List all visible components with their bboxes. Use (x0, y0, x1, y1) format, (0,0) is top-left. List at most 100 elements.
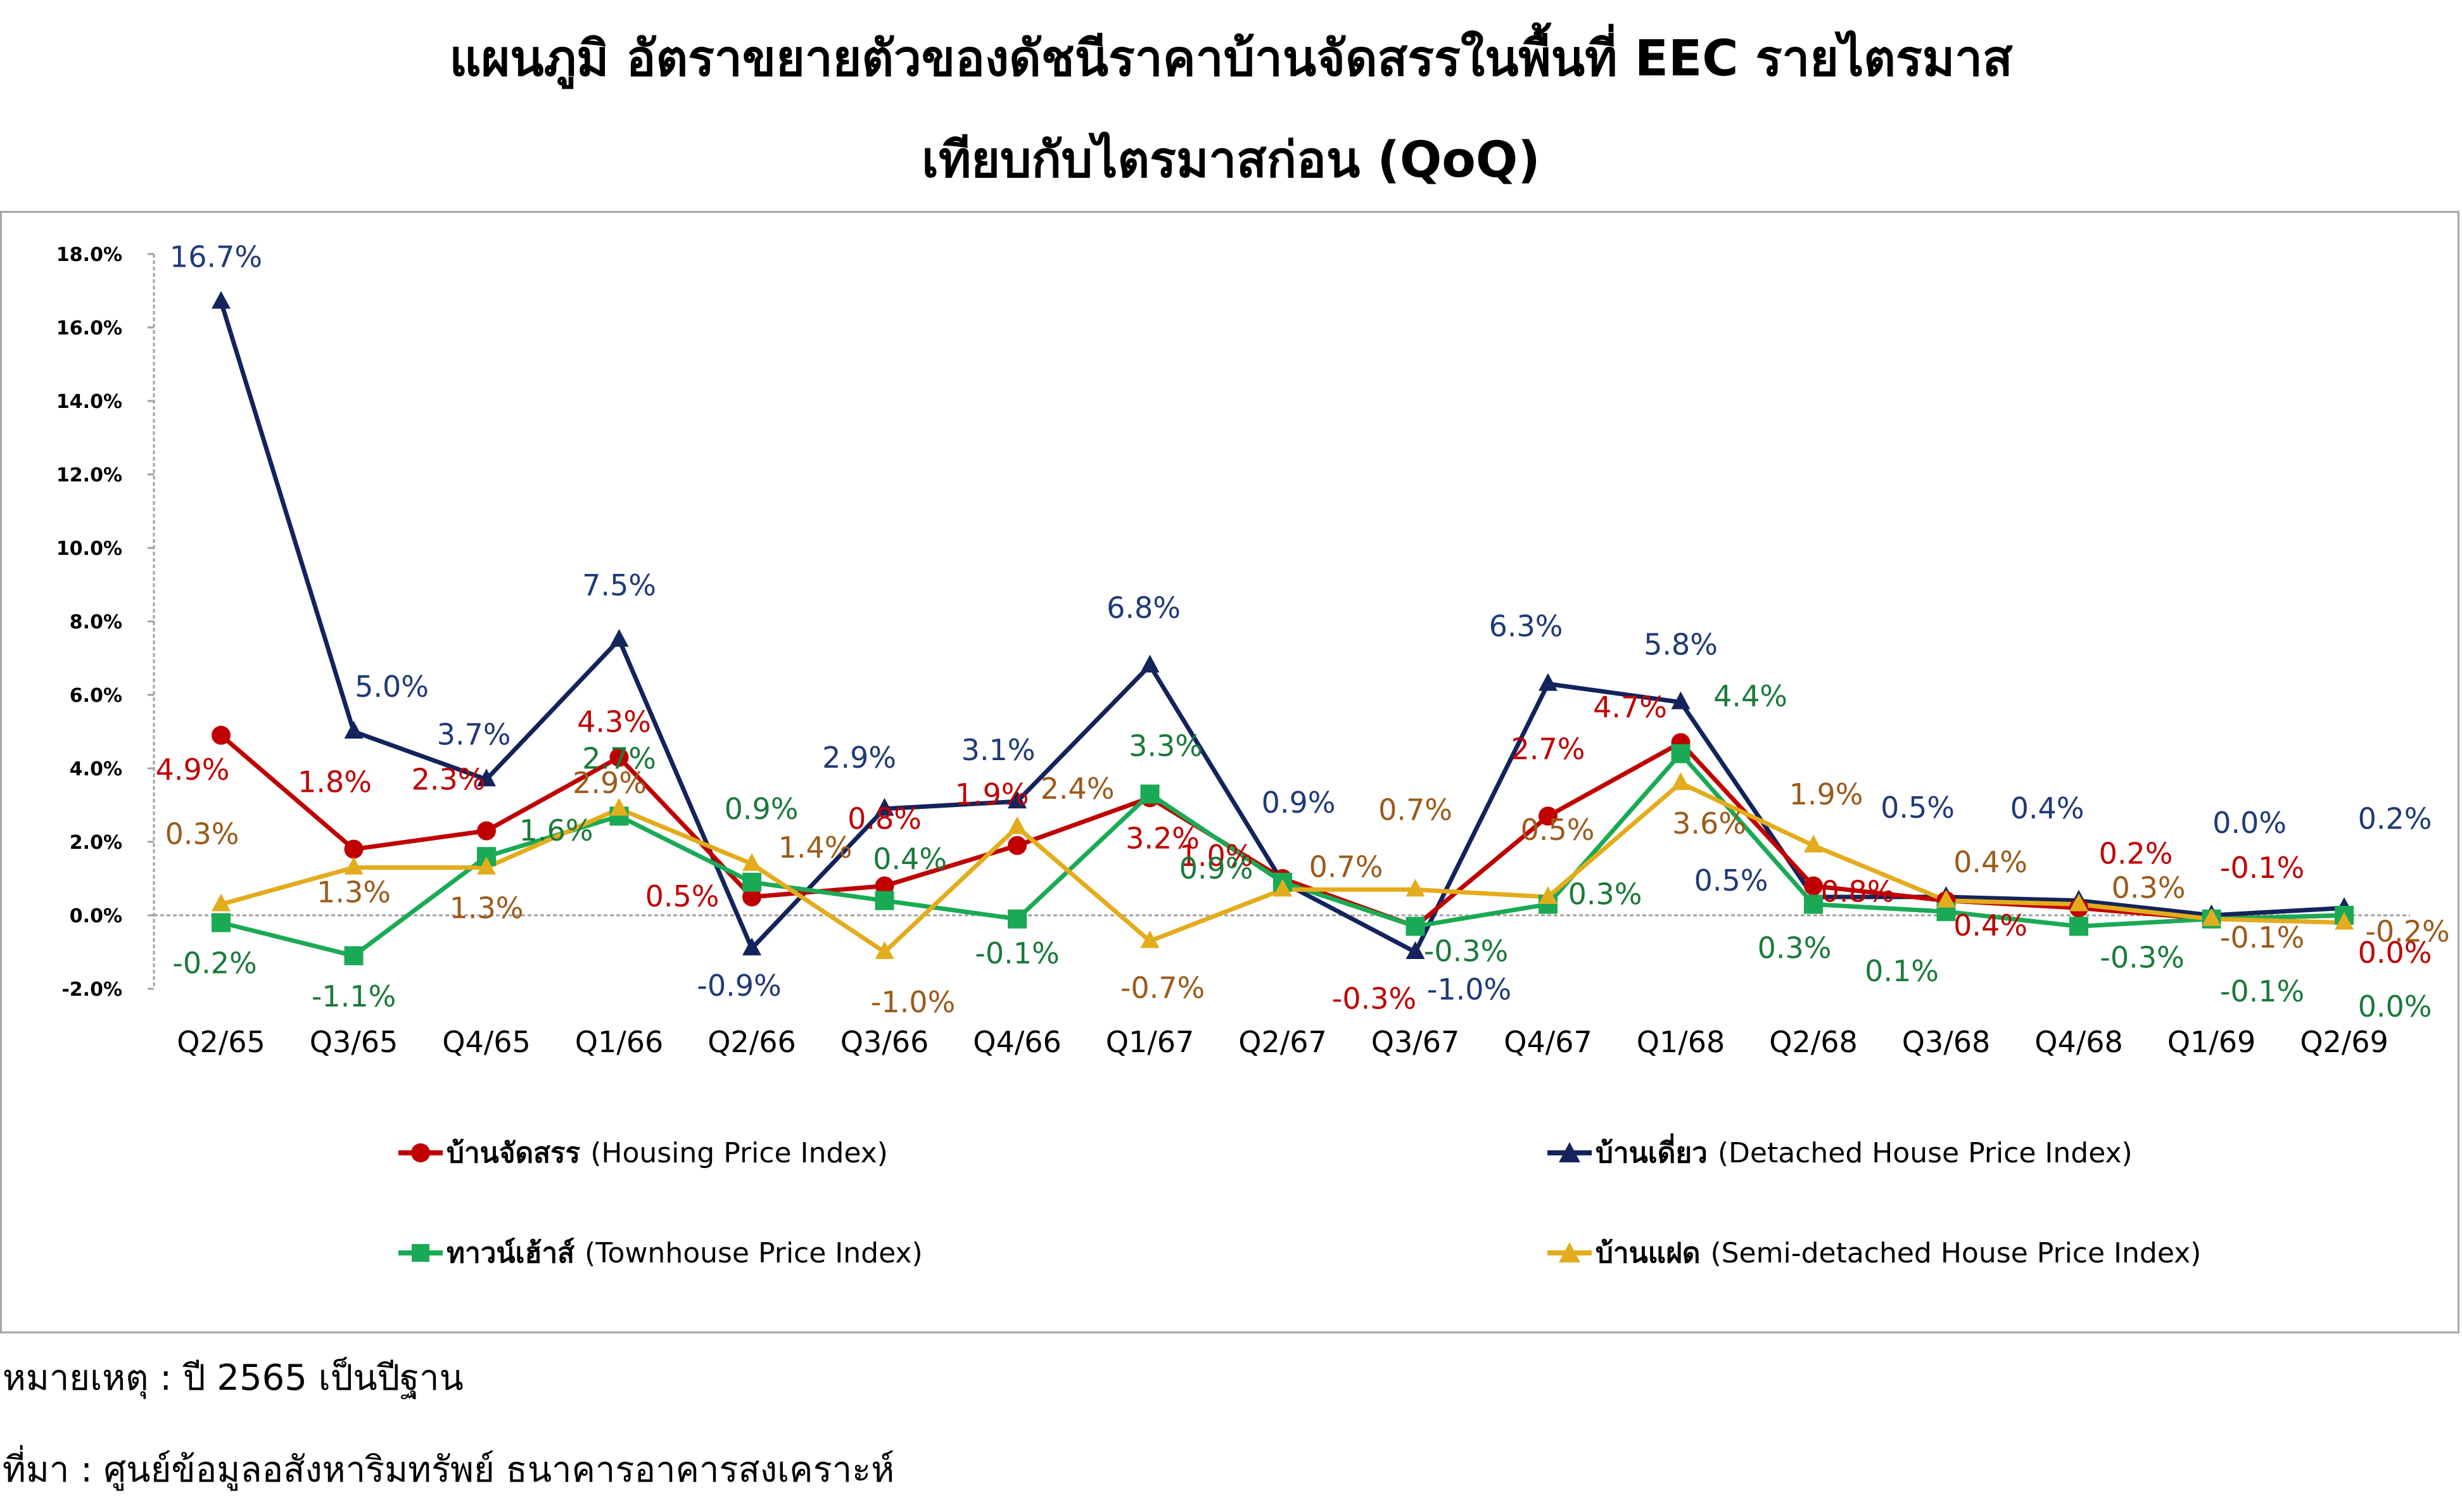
x-tick-label: Q1/67 (1106, 1025, 1195, 1059)
data-label-housing: 0.5% (645, 879, 720, 913)
data-label-semidetached: -1.0% (871, 985, 955, 1019)
data-label-townhouse: 0.4% (873, 842, 947, 876)
data-point-semidetached (1140, 930, 1160, 948)
data-label-detached: 16.7% (170, 239, 262, 274)
data-label-detached: 6.3% (1489, 609, 1563, 644)
data-point-detached (1140, 654, 1160, 673)
data-label-semidetached: 0.3% (165, 817, 239, 851)
legend-swatch-townhouse (398, 1244, 443, 1262)
data-label-townhouse: 0.0% (2358, 989, 2432, 1024)
data-point-housing (1539, 806, 1558, 826)
data-point-housing (344, 839, 364, 859)
legend-swatch-detached (1547, 1142, 1592, 1162)
x-tick-label: Q3/68 (1902, 1025, 1991, 1059)
data-point-housing (1008, 835, 1027, 855)
x-tick-label: Q1/69 (2167, 1025, 2256, 1059)
data-point-semidetached (1804, 834, 1823, 853)
data-label-semidetached: 0.3% (2112, 871, 2186, 905)
data-label-detached: 0.5% (1694, 863, 1768, 898)
data-point-detached (344, 721, 364, 739)
data-label-housing: 4.9% (156, 753, 230, 787)
data-label-townhouse: 3.3% (1129, 729, 1203, 763)
data-point-housing (609, 747, 629, 767)
data-label-housing: 1.8% (298, 765, 372, 799)
data-point-housing (742, 887, 761, 906)
data-point-detached (477, 768, 496, 787)
y-tick-label: 8.0% (70, 611, 122, 633)
data-point-semidetached (609, 797, 629, 816)
data-label-semidetached: 1.4% (778, 830, 853, 865)
data-point-housing (1804, 876, 1823, 896)
data-label-detached: 3.7% (437, 717, 511, 751)
x-tick-label: Q2/67 (1238, 1025, 1327, 1059)
data-label-housing: -0.1% (2220, 851, 2304, 885)
data-point-semidetached (2202, 908, 2221, 926)
data-label-detached: 0.5% (1881, 791, 1955, 825)
y-tick-label: 4.0% (70, 758, 122, 780)
data-label-semidetached: 0.5% (1521, 813, 1595, 847)
data-label-detached: 0.9% (1262, 785, 1336, 820)
data-label-detached: 3.1% (961, 733, 1036, 767)
x-tick-label: Q2/66 (708, 1025, 796, 1059)
data-label-semidetached: -0.7% (1120, 971, 1205, 1005)
x-tick-label: Q3/66 (841, 1025, 929, 1059)
data-label-townhouse: 0.3% (1568, 877, 1642, 912)
data-label-townhouse: -0.2% (172, 946, 257, 981)
data-point-semidetached (2335, 912, 2354, 930)
data-label-semidetached: 1.9% (1789, 777, 1863, 811)
legend-label-th: บ้านเดี่ยว (1596, 1137, 1708, 1169)
legend-item-townhouse: ทาวน์เฮ้าส์ (Townhouse Price Index) (398, 1234, 923, 1272)
data-point-semidetached (212, 893, 231, 912)
data-point-townhouse (1671, 744, 1691, 763)
x-tick-label: Q3/67 (1371, 1025, 1460, 1059)
data-label-townhouse: -0.3% (2100, 940, 2184, 974)
data-label-detached: 7.5% (582, 568, 656, 602)
chart-panel: -2.0% 0.0% 2.0% 4.0% 6.0% 8.0% 10.0% 12.0% 14.0%… (0, 211, 2459, 1333)
data-point-townhouse (1140, 784, 1160, 804)
data-label-detached: -1.0% (1427, 972, 1511, 1007)
data-label-semidetached: 2.9% (573, 766, 647, 800)
data-point-semidetached (875, 941, 894, 959)
chart-title-line-2: เทียบกับไตรมาสก่อน (QoQ) (922, 132, 1540, 189)
data-point-semidetached (1936, 889, 1956, 908)
data-label-housing: 2.7% (1511, 732, 1585, 766)
legend-swatch-housing (398, 1143, 443, 1162)
data-point-townhouse (1008, 909, 1027, 929)
line-chart: -2.0% 0.0% 2.0% 4.0% 6.0% 8.0% 10.0% 12.0% 14.0%… (56, 239, 2450, 1059)
legend-item-detached: บ้านเดี่ยว (Detached House Price Index) (1547, 1134, 2133, 1172)
data-point-housing (875, 876, 894, 896)
data-label-detached: 2.9% (822, 740, 896, 775)
data-label-detached: 0.2% (2358, 801, 2432, 835)
data-label-townhouse: 1.6% (519, 813, 593, 848)
data-label-semidetached: -0.2% (2365, 915, 2449, 949)
data-label-townhouse: 0.1% (1865, 954, 1939, 988)
data-point-townhouse (1804, 894, 1823, 914)
data-point-semidetached (1671, 772, 1691, 791)
data-label-housing: 0.8% (1821, 875, 1895, 909)
data-point-housing (477, 821, 496, 841)
data-point-semidetached (1405, 879, 1425, 897)
legend-label-en: (Townhouse Price Index) (584, 1236, 923, 1269)
data-label-townhouse: 0.9% (725, 792, 799, 826)
data-point-semidetached (477, 856, 496, 875)
legend-label-en: (Semi-detached House Price Index) (1710, 1236, 2202, 1269)
data-point-detached (212, 291, 231, 309)
data-point-detached (1405, 941, 1425, 959)
data-point-semidetached (2069, 893, 2088, 912)
x-tick-label: Q1/68 (1637, 1025, 1725, 1059)
data-label-semidetached: 3.6% (1672, 806, 1746, 841)
data-label-housing: 1.0% (1179, 839, 1253, 873)
x-tick-label: Q2/68 (1769, 1025, 1858, 1059)
source-note: ที่มา : ศูนย์ข้อมูลอสังหาริมทรัพย์ ธนาคา… (3, 1449, 895, 1490)
data-point-semidetached (1539, 886, 1558, 904)
y-tick-label: 14.0% (56, 391, 122, 413)
y-tick-label: 12.0% (56, 464, 122, 486)
data-label-housing: 3.2% (1126, 821, 1200, 855)
data-label-semidetached: 0.4% (1953, 845, 2027, 879)
legend-item-housing: บ้านจัดสรร (Housing Price Index) (398, 1134, 888, 1172)
data-label-detached: 6.8% (1107, 591, 1181, 625)
y-tick-label: 18.0% (56, 244, 122, 266)
data-label-housing: 4.7% (1593, 690, 1667, 724)
data-label-housing: 0.8% (847, 802, 922, 836)
data-point-townhouse (742, 872, 761, 892)
